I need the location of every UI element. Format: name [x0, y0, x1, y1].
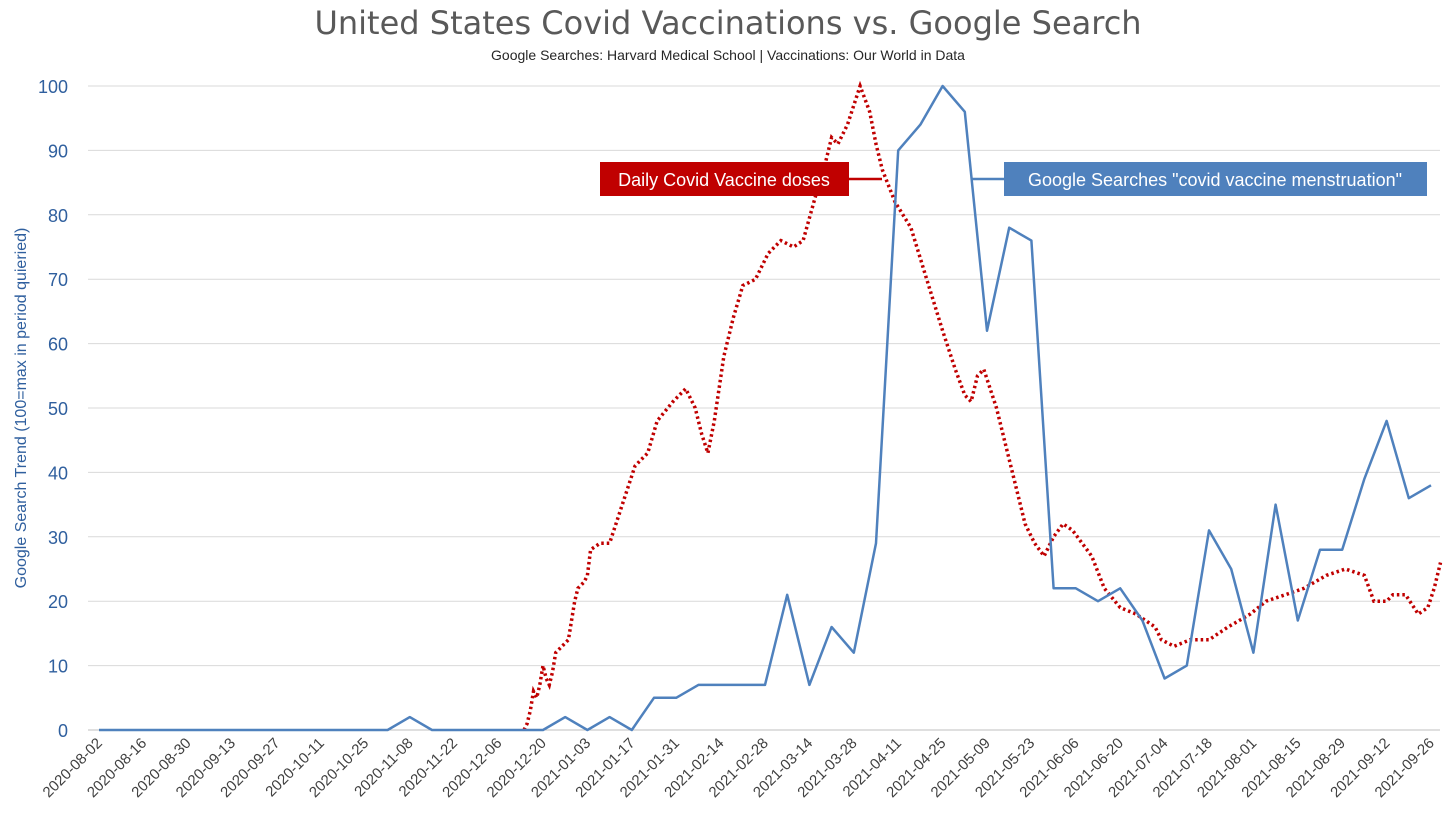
- y-tick-label: 100: [38, 77, 68, 97]
- callout-label-vaccine: Daily Covid Vaccine doses: [618, 170, 830, 190]
- chart-subtitle: Google Searches: Harvard Medical School …: [491, 47, 965, 63]
- x-axis-ticks: 2020-08-022020-08-162020-08-302020-09-13…: [40, 735, 1438, 801]
- callouts: Daily Covid Vaccine doses Google Searches…: [600, 162, 1427, 196]
- y-tick-label: 10: [48, 657, 68, 677]
- y-tick-label: 80: [48, 206, 68, 226]
- y-tick-label: 70: [48, 270, 68, 290]
- chart-title: United States Covid Vaccinations vs. Goo…: [314, 4, 1142, 42]
- y-tick-label: 40: [48, 463, 68, 483]
- y-tick-label: 0: [58, 721, 68, 741]
- series-layer: [99, 80, 1443, 732]
- gridlines: [88, 85, 1440, 731]
- y-tick-label: 60: [48, 335, 68, 355]
- y-tick-label: 20: [48, 592, 68, 612]
- callout-box-vaccine: [600, 162, 849, 196]
- y-axis-label: Google Search Trend (100=max in period q…: [13, 228, 30, 589]
- callout-label-searches: Google Searches "covid vaccine menstruat…: [1028, 170, 1402, 190]
- y-axis-ticks: 0 10 20 30 40 50 60 70 80 90 100: [38, 77, 68, 741]
- y-tick-label: 90: [48, 141, 68, 161]
- series-line-google-searches: [99, 84, 1432, 732]
- y-tick-label: 50: [48, 399, 68, 419]
- y-tick-label: 30: [48, 528, 68, 548]
- callout-box-searches: [1004, 162, 1427, 196]
